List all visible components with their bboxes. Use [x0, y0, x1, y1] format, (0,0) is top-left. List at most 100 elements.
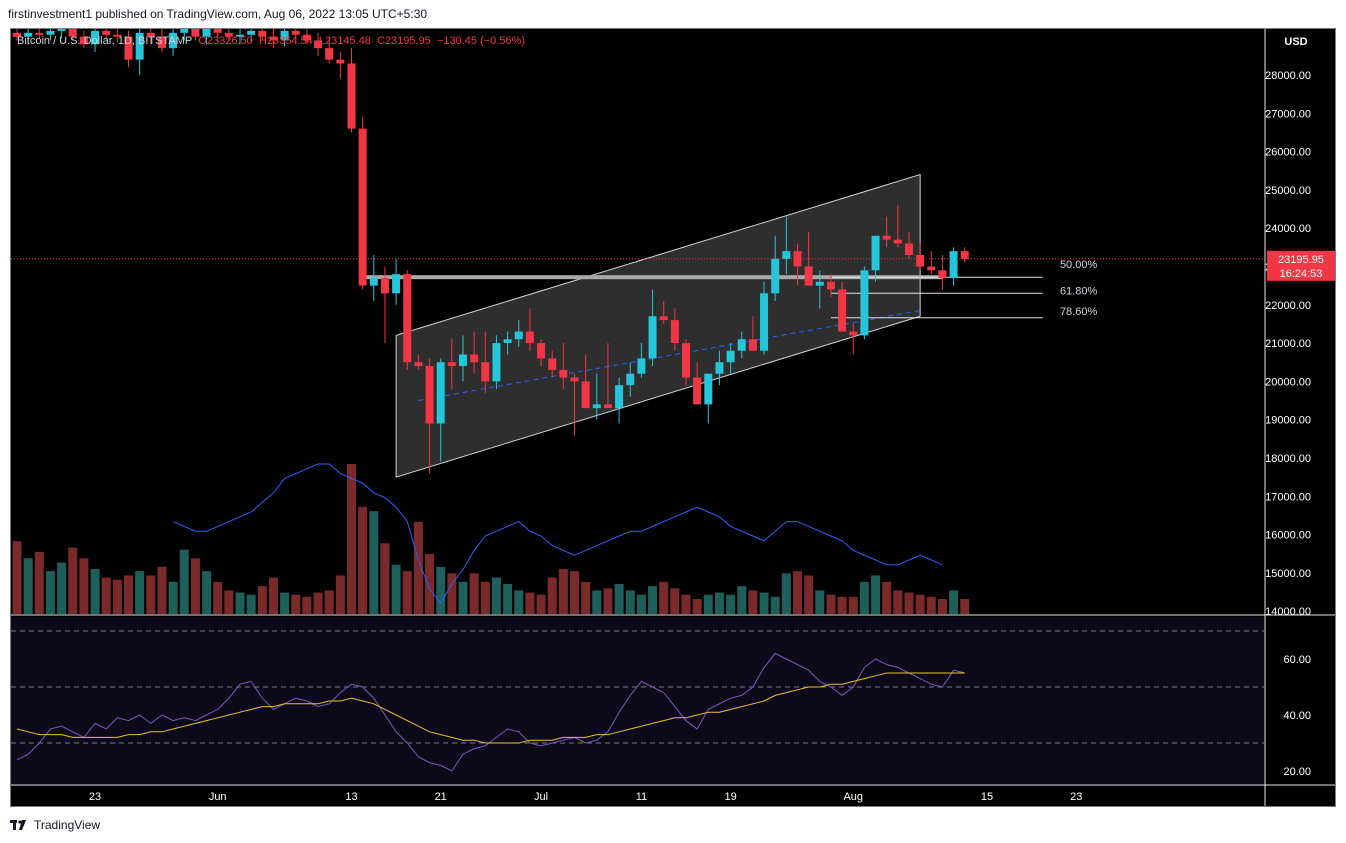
candle-body — [570, 377, 579, 382]
candle-body — [35, 32, 44, 35]
candle-body — [760, 293, 769, 351]
candle-body — [615, 385, 624, 409]
volume-bar — [45, 571, 55, 614]
candle-body — [46, 30, 55, 35]
candle-body — [347, 63, 356, 129]
volume-bar — [793, 571, 802, 614]
chart-frame[interactable]: 28000.00 27000.00 26000.00 25000.00 24000.00… — [10, 28, 1336, 807]
volume-bar — [291, 594, 301, 614]
volume-bar — [491, 577, 501, 614]
volume-bar — [614, 584, 624, 614]
volume-bar — [558, 569, 568, 614]
candle-body — [771, 258, 780, 294]
legend-change: −130.45 (−0.56%) — [436, 35, 526, 47]
candle-body — [537, 343, 546, 359]
time-tick-label: Jun — [209, 791, 227, 803]
candle-body — [938, 270, 947, 278]
volume-bar — [937, 599, 947, 614]
volume-bar — [871, 575, 881, 614]
candle-body — [24, 32, 33, 37]
volume-bar — [536, 594, 546, 614]
volume-bar — [179, 549, 189, 614]
volume-bar — [246, 594, 256, 614]
volume-bar — [235, 592, 245, 614]
candle-body — [425, 366, 434, 424]
chart-canvas[interactable]: 28000.00 27000.00 26000.00 25000.00 24000.00… — [11, 29, 1336, 807]
volume-bar — [726, 594, 736, 614]
volume-bar — [190, 558, 200, 614]
candle-body — [737, 339, 746, 351]
candle-body — [492, 343, 501, 382]
candle-body — [893, 239, 902, 244]
time-tick-label: 23 — [89, 791, 101, 803]
candle-body — [13, 32, 21, 37]
volume-bar — [224, 590, 234, 614]
volume-bar — [402, 571, 412, 614]
candle-body — [258, 30, 267, 37]
candle-body — [481, 362, 490, 382]
volume-bar — [659, 581, 669, 614]
volume-bar — [90, 569, 100, 614]
volume-bar — [514, 590, 524, 614]
candle-body — [682, 343, 690, 378]
volume-bar — [458, 581, 468, 614]
volume-bar — [358, 506, 368, 614]
candle-body — [68, 29, 77, 37]
volume-bar — [447, 573, 457, 614]
tradingview-brand[interactable]: TradingView — [10, 818, 100, 832]
candle-body — [191, 29, 200, 37]
volume-bar — [324, 590, 334, 614]
candle-body — [135, 32, 144, 60]
tradingview-brand-label: TradingView — [34, 818, 101, 832]
candle-body — [782, 251, 791, 259]
price-tick-label: 26000.00 — [1265, 147, 1311, 159]
volume-bar — [202, 571, 212, 614]
volume-bar — [681, 594, 691, 614]
candle-body — [882, 235, 891, 240]
price-tick-label: 14000.00 — [1265, 606, 1311, 618]
price-tick-label: 16000.00 — [1265, 530, 1311, 542]
price-tick-label: 15000.00 — [1265, 568, 1311, 580]
price-tick-label: 28000.00 — [1265, 70, 1311, 82]
volume-bar — [503, 584, 513, 614]
candle-body — [793, 251, 802, 267]
price-tick-label: 21000.00 — [1265, 338, 1311, 350]
price-channel — [395, 173, 921, 478]
volume-bar — [124, 575, 133, 614]
candle-body — [202, 29, 211, 37]
volume-ma-line — [172, 463, 943, 605]
volume-bar — [525, 592, 535, 614]
price-tick-label: 20000.00 — [1265, 376, 1311, 388]
tradingview-logo-icon — [10, 820, 26, 830]
volume-bar — [313, 592, 323, 614]
time-tick-label: 21 — [435, 791, 447, 803]
candle-body — [826, 281, 835, 290]
volume-bar — [213, 581, 223, 614]
rsi-tick-label: 20.00 — [1283, 766, 1311, 778]
candle-body — [748, 339, 757, 351]
volume-bar — [101, 577, 111, 614]
volume-bar — [837, 596, 847, 614]
candle-body — [804, 266, 813, 286]
volume-bar — [581, 581, 591, 614]
candle-body — [236, 34, 244, 37]
channel-midline — [418, 310, 921, 402]
volume-bar — [893, 590, 903, 614]
candle-body — [581, 381, 590, 409]
rsi-pane — [11, 617, 1265, 785]
rsi-line — [16, 652, 965, 772]
volume-bar — [915, 594, 925, 614]
countdown-label: 16:24:53 — [1280, 268, 1323, 280]
volume-bar — [135, 571, 145, 614]
time-tick-label: 19 — [724, 791, 736, 803]
price-tick-label: 17000.00 — [1265, 491, 1311, 503]
volume-bar — [57, 562, 67, 614]
candle-body — [91, 30, 100, 45]
volume-bar — [257, 586, 267, 614]
candle-body — [592, 404, 601, 409]
candle-body — [916, 254, 925, 267]
legend-symbol: Bitcoin / U.S. Dollar, 1D, BITSTAMP — [17, 35, 193, 47]
volume-bar — [759, 592, 769, 614]
candle-body — [392, 274, 401, 294]
candle-body — [860, 270, 869, 336]
